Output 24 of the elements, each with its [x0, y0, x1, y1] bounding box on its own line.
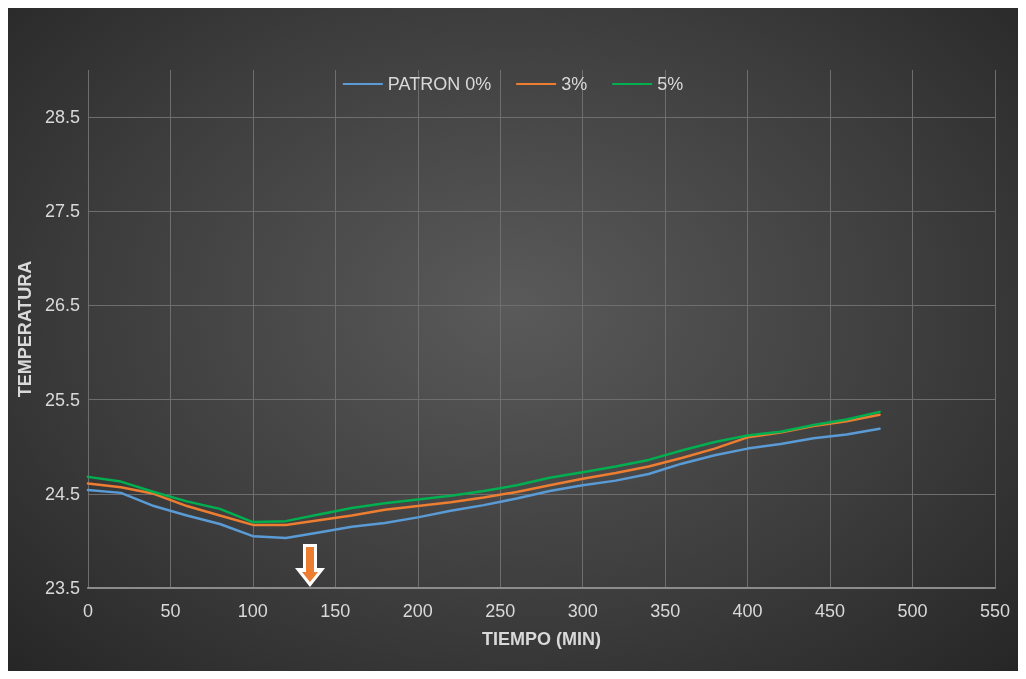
x-tick-label: 0	[82, 601, 93, 621]
legend-label: 5%	[657, 74, 684, 94]
y-tick-label: 26.5	[44, 295, 80, 316]
x-axis-title: TIEMPO (MIN)	[481, 629, 601, 649]
y-tick-label: 24.5	[44, 483, 80, 504]
y-tick-label: 27.5	[44, 201, 80, 222]
y-axis-title: TEMPERATURA	[15, 260, 35, 398]
x-tick-label: 400	[732, 601, 763, 621]
legend-label: PATRON 0%	[387, 74, 492, 94]
y-tick-label: 23.5	[44, 578, 80, 598]
x-tick-label: 450	[815, 601, 846, 621]
legend-label: 3%	[561, 74, 588, 94]
x-tick-label: 300	[567, 601, 598, 621]
x-tick-label: 50	[160, 601, 181, 621]
x-tick-label: 350	[650, 601, 681, 621]
y-tick-label: 28.5	[44, 107, 80, 128]
y-tick-label: 25.5	[44, 389, 80, 410]
x-tick-label: 550	[979, 601, 1011, 621]
line-series	[86, 427, 881, 540]
x-tick-label: 500	[897, 601, 928, 621]
x-tick-label: 200	[402, 601, 433, 621]
x-tick-label: 150	[320, 601, 351, 621]
x-tick-label: 100	[237, 601, 268, 621]
x-tick-label: 250	[485, 601, 516, 621]
